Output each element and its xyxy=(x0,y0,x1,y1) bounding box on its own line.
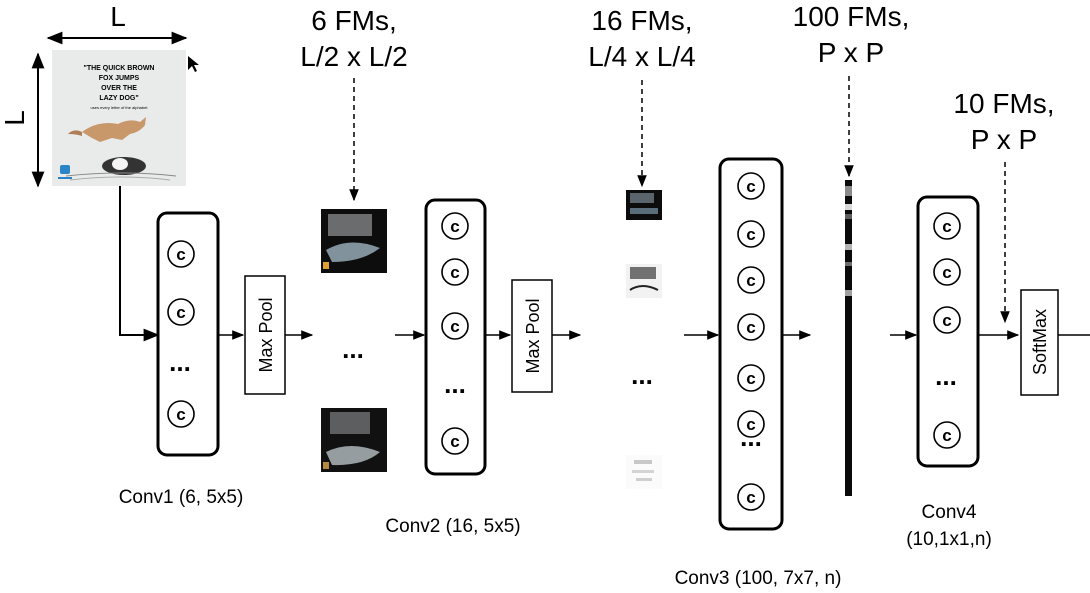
fm4-count-label: 10 FMs, xyxy=(953,88,1054,119)
conv-unit-label: c xyxy=(450,317,459,336)
fm1-size-label: L/2 x L/2 xyxy=(300,41,407,72)
conv-unit-label: c xyxy=(942,311,951,330)
conv-unit-label: c xyxy=(450,217,459,236)
conv-unit-label: c xyxy=(176,245,185,264)
ellipsis: ... xyxy=(169,347,191,377)
feature-map-thumbnail xyxy=(321,408,387,472)
conv-unit-icon xyxy=(933,258,961,286)
poster-line-1: "THE QUICK BROWN xyxy=(84,65,155,72)
conv-unit-label: c xyxy=(746,369,755,388)
conv-unit-icon xyxy=(441,312,469,340)
conv-unit-label: c xyxy=(176,405,185,424)
conv-unit-icon xyxy=(441,427,469,455)
maxpool2-box xyxy=(511,279,553,393)
conv-unit-label: c xyxy=(942,426,951,445)
conv-unit-label: c xyxy=(746,415,755,434)
conv4-label: Conv4 xyxy=(922,502,977,523)
conv-unit-label: c xyxy=(746,318,755,337)
softmax-box xyxy=(1020,289,1059,396)
conv-unit-label: c xyxy=(746,225,755,244)
conv3-block: c c c c c ... c xyxy=(718,157,784,531)
conv-unit-icon xyxy=(441,258,469,286)
maxpool1-label: Max Pool xyxy=(256,297,276,372)
poster-line-2: FOX JUMPS xyxy=(99,75,140,82)
feature-map-stack xyxy=(845,180,852,496)
conv-unit-icon xyxy=(441,212,469,240)
input-width-label: L xyxy=(110,1,126,32)
conv2-block: c c c ... c xyxy=(424,198,487,476)
ellipsis: ... xyxy=(342,334,364,364)
input-to-conv1-arrow xyxy=(119,186,160,342)
conv-unit-icon xyxy=(933,306,961,334)
conv1-block: c c ... c xyxy=(156,211,220,457)
feature-map-thumbnail xyxy=(626,190,662,220)
publisher-logo-icon xyxy=(60,165,70,174)
feature-map-thumbnail xyxy=(626,455,662,489)
conv-unit-label: c xyxy=(942,263,951,282)
conv4-block: c c c ... c xyxy=(916,195,980,468)
fm4-size-label: P x P xyxy=(971,124,1037,155)
conv-unit-icon xyxy=(933,421,961,449)
ellipsis: ... xyxy=(631,360,653,390)
fm2-size-label: L/4 x L/4 xyxy=(588,41,695,72)
fm2-count-label: 16 FMs, xyxy=(591,5,692,36)
ellipsis: ... xyxy=(935,361,957,391)
poster-subtitle: uses every letter of the alphabet xyxy=(91,105,149,110)
input-image: "THE QUICK BROWN FOX JUMPS OVER THE LAZY… xyxy=(52,50,186,186)
conv-unit-icon xyxy=(737,364,765,392)
conv-unit-icon xyxy=(933,212,961,240)
maxpool1-box xyxy=(244,275,286,395)
conv-unit-label: c xyxy=(746,488,755,507)
conv-unit-icon xyxy=(167,240,195,268)
maxpool2-label: Max Pool xyxy=(523,298,543,373)
poster-line-4: LAZY DOG" xyxy=(99,95,138,102)
input-height-label: L xyxy=(0,110,30,126)
fm1-count-label: 6 FMs, xyxy=(311,5,397,36)
conv-unit-icon xyxy=(167,298,195,326)
conv2-label: Conv2 (16, 5x5) xyxy=(385,516,520,537)
conv-unit-label: c xyxy=(746,177,755,196)
conv-unit-icon xyxy=(737,313,765,341)
conv-unit-label: c xyxy=(450,263,459,282)
conv-unit-icon xyxy=(737,483,765,511)
conv-unit-label: c xyxy=(176,303,185,322)
fm3-size-label: P x P xyxy=(818,37,884,68)
conv-unit-icon xyxy=(737,410,765,438)
mouse-cursor-icon xyxy=(188,56,199,72)
feature-map-thumbnail xyxy=(321,209,387,273)
fox-illustration xyxy=(82,117,146,142)
conv1-label: Conv1 (6, 5x5) xyxy=(119,487,244,508)
poster-line-3: OVER THE xyxy=(101,85,137,92)
feature-map-thumbnail xyxy=(626,264,662,298)
conv4-params-label: (10,1x1,n) xyxy=(906,529,992,550)
conv-unit-icon xyxy=(737,266,765,294)
conv-unit-icon xyxy=(737,220,765,248)
conv-unit-label: c xyxy=(746,271,755,290)
fm3-count-label: 100 FMs, xyxy=(793,1,910,32)
conv-unit-icon xyxy=(737,172,765,200)
ellipsis: ... xyxy=(444,369,466,399)
conv3-label: Conv3 (100, 7x7, n) xyxy=(675,568,842,589)
conv-unit-icon xyxy=(167,400,195,428)
softmax-label: SoftMax xyxy=(1030,309,1050,375)
conv-unit-label: c xyxy=(942,217,951,236)
conv-unit-label: c xyxy=(450,432,459,451)
